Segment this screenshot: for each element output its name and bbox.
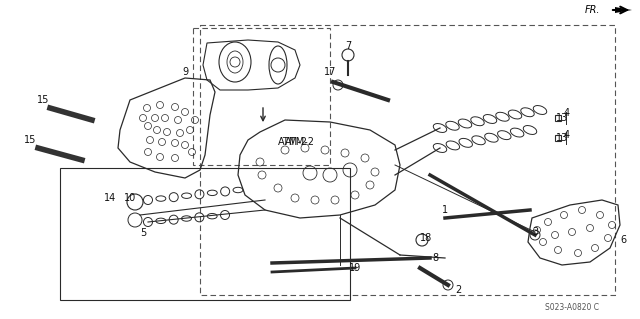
- Text: S023-A0820 C: S023-A0820 C: [545, 303, 599, 313]
- Text: 9: 9: [182, 67, 188, 77]
- Text: 10: 10: [124, 193, 136, 203]
- Text: 18: 18: [420, 233, 432, 243]
- Text: 6: 6: [620, 235, 626, 245]
- Text: ATM-2: ATM-2: [285, 137, 315, 147]
- Text: 8: 8: [432, 253, 438, 263]
- Text: 7: 7: [345, 41, 351, 51]
- Text: 15: 15: [37, 95, 49, 105]
- Text: 14: 14: [104, 193, 116, 203]
- Text: FR.: FR.: [584, 5, 600, 15]
- Text: ATM-2: ATM-2: [278, 137, 308, 147]
- Text: 4: 4: [564, 130, 570, 140]
- Text: 13: 13: [556, 133, 568, 143]
- Text: 1: 1: [442, 205, 448, 215]
- Text: 4: 4: [564, 108, 570, 118]
- Text: 13: 13: [556, 113, 568, 123]
- Text: 3: 3: [532, 227, 538, 237]
- Text: 19: 19: [349, 263, 361, 273]
- Text: 17: 17: [324, 67, 336, 77]
- Text: 2: 2: [455, 285, 461, 295]
- Text: 5: 5: [140, 228, 146, 238]
- Text: 15: 15: [24, 135, 36, 145]
- Polygon shape: [615, 7, 632, 13]
